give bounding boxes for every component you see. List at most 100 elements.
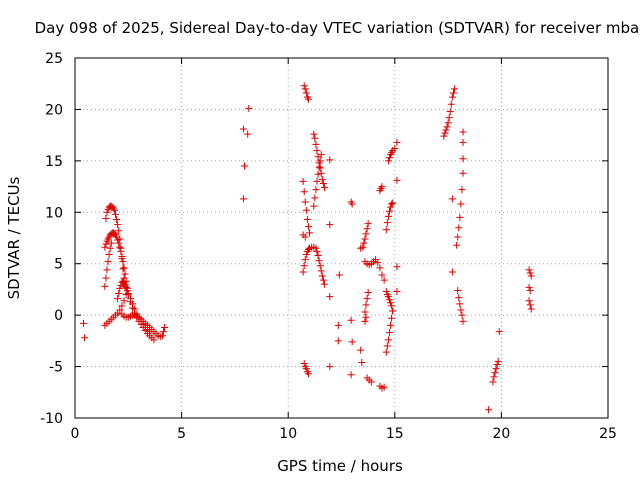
- data-point: [485, 406, 493, 414]
- data-point: [316, 164, 324, 172]
- data-point: [104, 258, 112, 266]
- data-point: [348, 338, 356, 346]
- data-point: [387, 203, 395, 211]
- data-point: [526, 301, 534, 309]
- y-tick-label: 15: [45, 154, 63, 170]
- data-point: [129, 300, 137, 308]
- data-point: [448, 268, 456, 276]
- data-point: [302, 89, 310, 97]
- data-point: [525, 266, 533, 274]
- data-point: [384, 212, 392, 220]
- data-point: [312, 140, 320, 148]
- data-point: [459, 138, 467, 146]
- data-point: [317, 151, 325, 159]
- data-point: [384, 293, 392, 301]
- axes: 0 5 10 15 20 25 -10 -5 0 5 10 15 20 25: [40, 51, 617, 442]
- data-point: [493, 361, 501, 369]
- data-point: [302, 250, 310, 258]
- data-point: [110, 206, 118, 214]
- data-point: [313, 147, 321, 155]
- data-point: [334, 337, 342, 345]
- data-point: [118, 302, 126, 310]
- data-point: [303, 215, 311, 223]
- data-point: [446, 107, 454, 115]
- y-tick-label: 25: [45, 51, 63, 67]
- data-point: [385, 296, 393, 304]
- data-point: [393, 138, 401, 146]
- data-point: [304, 370, 312, 378]
- data-point: [117, 281, 125, 289]
- data-point: [490, 373, 498, 381]
- data-point: [326, 363, 334, 371]
- data-points: [80, 82, 535, 414]
- data-point: [113, 233, 121, 241]
- x-tick-label: 10: [279, 426, 297, 442]
- data-point: [457, 200, 465, 208]
- data-point: [385, 329, 393, 337]
- data-point: [459, 128, 467, 136]
- data-point: [312, 244, 320, 252]
- data-point: [389, 307, 397, 315]
- data-point: [455, 294, 463, 302]
- data-point: [526, 269, 534, 277]
- x-tick-label: 20: [492, 426, 510, 442]
- data-point: [527, 272, 535, 280]
- data-point: [114, 221, 122, 229]
- data-point: [491, 369, 499, 377]
- data-point: [359, 243, 367, 251]
- data-point: [385, 207, 393, 215]
- data-point: [316, 157, 324, 165]
- data-point: [120, 297, 128, 305]
- data-point: [122, 283, 130, 291]
- data-point: [314, 170, 322, 178]
- data-point: [150, 336, 158, 344]
- data-point: [113, 215, 121, 223]
- data-point: [158, 332, 166, 340]
- data-point: [311, 194, 319, 202]
- data-point: [80, 319, 88, 327]
- data-point: [384, 157, 392, 165]
- data-point: [101, 282, 109, 290]
- data-point: [525, 283, 533, 291]
- data-point: [383, 342, 391, 350]
- data-point: [105, 250, 113, 258]
- y-tick-label: 20: [45, 102, 63, 118]
- data-point: [126, 295, 134, 303]
- data-point: [244, 130, 252, 138]
- data-point: [525, 297, 533, 305]
- data-point: [380, 383, 388, 391]
- data-point: [131, 305, 139, 313]
- data-point: [364, 220, 372, 228]
- data-point: [447, 100, 455, 108]
- data-point: [102, 274, 110, 282]
- data-point: [310, 130, 318, 138]
- data-point: [316, 262, 324, 270]
- data-point: [440, 132, 448, 140]
- data-point: [121, 280, 129, 288]
- data-point: [382, 226, 390, 234]
- data-point: [320, 280, 328, 288]
- data-point: [448, 93, 456, 101]
- data-point: [363, 295, 371, 303]
- data-point: [300, 262, 308, 270]
- data-point: [116, 243, 124, 251]
- data-point: [107, 239, 115, 247]
- data-point: [115, 290, 123, 298]
- data-point: [115, 239, 123, 247]
- data-point: [299, 177, 307, 185]
- data-point: [458, 311, 466, 319]
- data-point: [453, 241, 461, 249]
- data-point: [459, 169, 467, 177]
- data-point: [124, 290, 132, 298]
- data-point: [494, 357, 502, 365]
- data-point: [112, 210, 120, 218]
- data-point: [317, 169, 325, 177]
- data-point: [382, 348, 390, 356]
- data-point: [361, 317, 369, 325]
- data-point: [106, 244, 114, 252]
- data-point: [114, 236, 122, 244]
- data-point: [393, 263, 401, 271]
- data-point: [302, 206, 310, 214]
- data-point: [118, 253, 126, 261]
- data-point: [116, 306, 124, 314]
